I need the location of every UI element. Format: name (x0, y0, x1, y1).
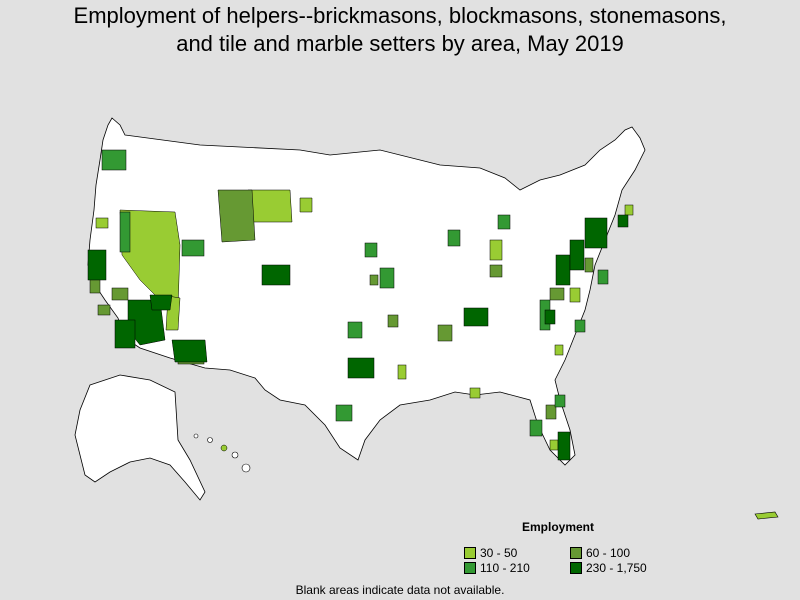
hawaii (193, 433, 251, 473)
legend-label: 110 - 210 (480, 561, 530, 575)
areas-230-1750 (87, 214, 629, 461)
legend-swatch (570, 562, 582, 574)
legend-title: Employment (522, 520, 595, 534)
legend-item-110-210: 110 - 210 (464, 561, 530, 575)
legend-swatch (464, 562, 476, 574)
legend-item-30-50: 30 - 50 (464, 546, 517, 560)
areas-30-50 (95, 189, 634, 451)
legend-item-60-100: 60 - 100 (570, 546, 630, 560)
map-title: Employment of helpers--brickmasons, bloc… (0, 2, 800, 58)
footnote: Blank areas indicate data not available. (295, 583, 505, 597)
legend-swatch (570, 547, 582, 559)
legend-label: 230 - 1,750 (586, 561, 647, 575)
alaska (74, 374, 206, 501)
legend-label: 30 - 50 (480, 546, 518, 560)
legend-swatch (464, 547, 476, 559)
puerto-rico (754, 511, 779, 520)
title-line-2: and tile and marble setters by area, May… (176, 31, 624, 56)
legend-label: 60 - 100 (586, 546, 631, 560)
area-honolulu (220, 444, 228, 452)
legend-item-230-1750: 230 - 1,750 (570, 561, 647, 575)
title-line-1: Employment of helpers--brickmasons, bloc… (73, 3, 727, 28)
